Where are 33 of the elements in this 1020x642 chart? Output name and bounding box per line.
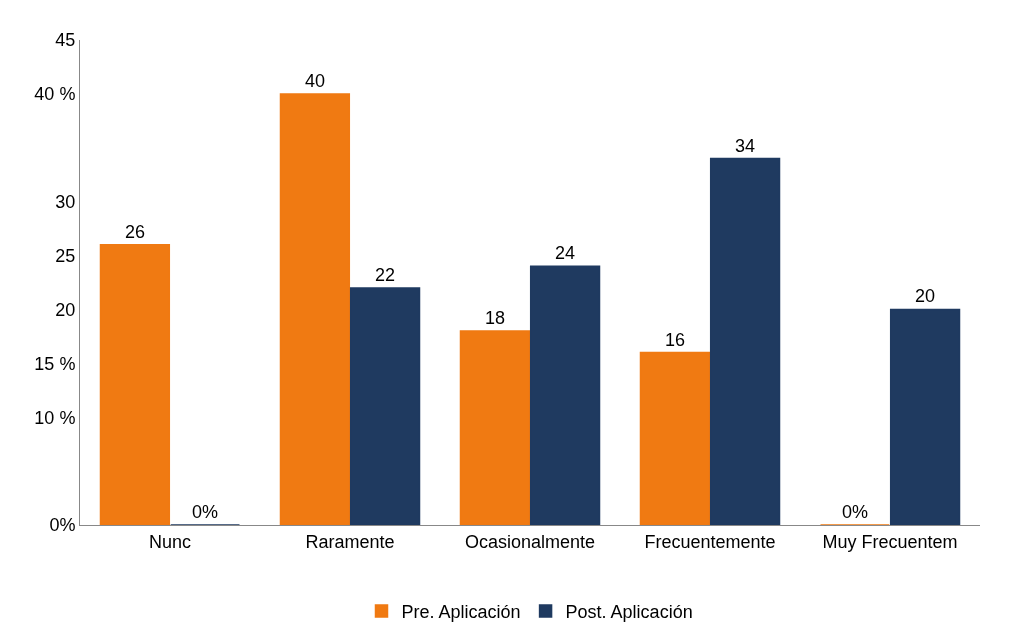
x-tick-label: Raramente (305, 531, 395, 552)
y-tick-label: 10 % (34, 407, 76, 428)
data-label: 24 (555, 243, 576, 264)
x-tick-label: Frecuentemente (644, 531, 776, 552)
y-tick-label: 15 % (34, 353, 76, 374)
bar (889, 308, 961, 525)
x-tick-label: Muy Frecuentem (822, 531, 958, 552)
y-tick-label: 0% (49, 515, 76, 536)
bar (279, 93, 351, 525)
data-label: 22 (375, 264, 396, 285)
data-label: 40 (304, 70, 325, 91)
bar (639, 351, 711, 525)
data-label: 16 (664, 329, 685, 350)
y-tick-label: 20 (55, 299, 76, 320)
bar (99, 244, 171, 525)
data-label: 34 (735, 135, 756, 156)
bar (459, 330, 531, 525)
x-tick-label: Ocasionalmente (464, 531, 596, 552)
x-tick-label: Nunc (148, 531, 192, 552)
legend-label: Post. Aplicación (565, 602, 693, 623)
bar (529, 265, 601, 525)
data-label: 20 (915, 286, 936, 307)
data-label: 18 (484, 308, 505, 328)
y-tick-label: 30 (55, 191, 76, 212)
data-label: 0% (192, 502, 219, 522)
y-tick-label: 25 (55, 245, 76, 266)
bar (709, 157, 781, 525)
data-label: 0% (841, 502, 868, 522)
y-tick-label: 40 % (34, 84, 76, 105)
data-label: 26 (124, 221, 145, 242)
y-tick-label: 45 (55, 30, 76, 51)
legend-label: Pre. Aplicación (401, 602, 521, 623)
bar (349, 287, 421, 525)
